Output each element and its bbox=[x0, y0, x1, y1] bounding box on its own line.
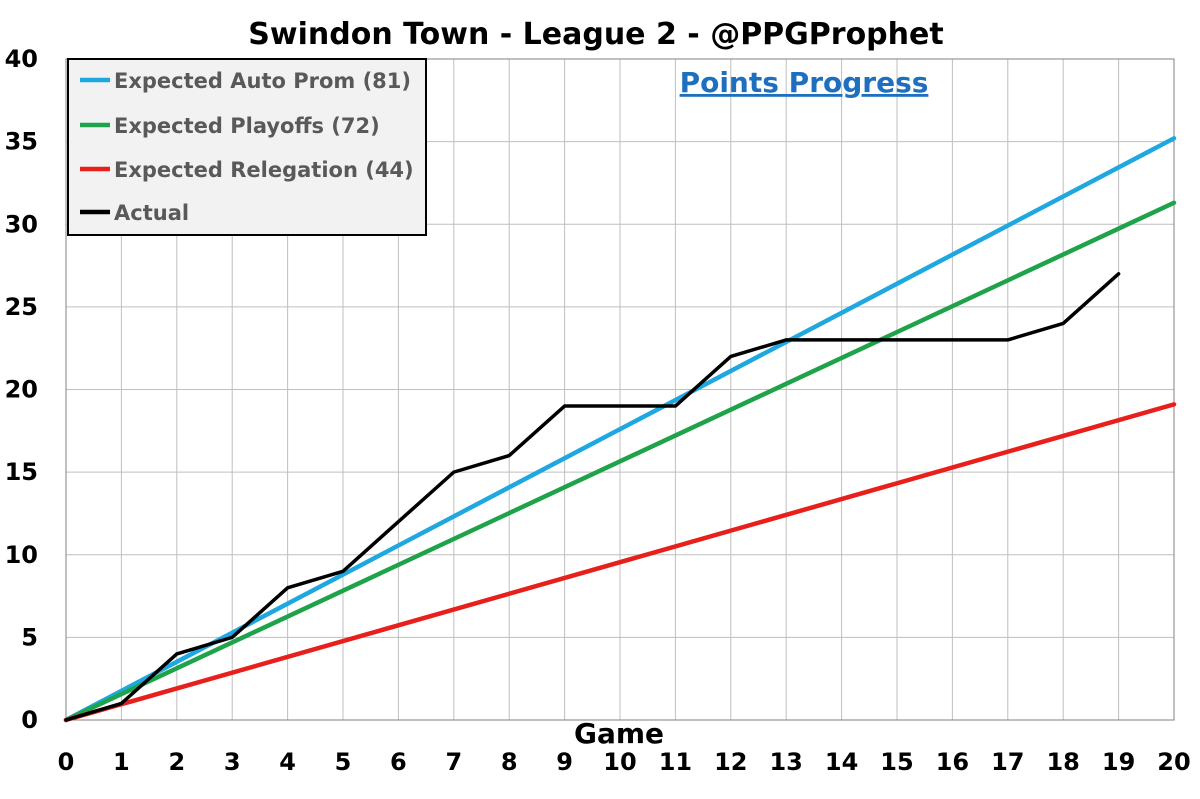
series-line-expected-relegation bbox=[63, 402, 1177, 723]
x-tick-label: 20 bbox=[1157, 748, 1190, 776]
x-tick-label: 14 bbox=[825, 748, 858, 776]
plot-area bbox=[65, 58, 1175, 721]
y-tick-label: 30 bbox=[5, 210, 38, 238]
x-tick-label: 8 bbox=[501, 748, 518, 776]
x-tick-label: 13 bbox=[769, 748, 802, 776]
legend-box bbox=[67, 58, 427, 236]
y-tick-label: 10 bbox=[5, 541, 38, 569]
x-tick-label: 6 bbox=[390, 748, 407, 776]
legend-label-expected-playoffs: Expected Playoffs (72) bbox=[114, 114, 380, 138]
y-tick-label: 5 bbox=[21, 623, 38, 651]
chart-subtitle: Points Progress bbox=[680, 66, 929, 99]
series-line-actual bbox=[64, 272, 1121, 722]
y-tick-label: 40 bbox=[5, 45, 38, 73]
x-tick-label: 18 bbox=[1046, 748, 1079, 776]
x-tick-label: 5 bbox=[335, 748, 352, 776]
x-tick-label: 16 bbox=[936, 748, 969, 776]
x-tick-label: 17 bbox=[991, 748, 1024, 776]
x-tick-label: 19 bbox=[1102, 748, 1135, 776]
x-tick-label: 15 bbox=[880, 748, 913, 776]
x-tick-label: 2 bbox=[168, 748, 185, 776]
x-tick-label: 1 bbox=[113, 748, 130, 776]
x-tick-label: 0 bbox=[58, 748, 75, 776]
series-lines bbox=[63, 136, 1177, 723]
y-tick-label: 0 bbox=[21, 706, 38, 734]
y-tick-label: 15 bbox=[5, 458, 38, 486]
y-tick-label: 25 bbox=[5, 293, 38, 321]
x-tick-label: 9 bbox=[556, 748, 573, 776]
legend-label-expected-auto-prom: Expected Auto Prom (81) bbox=[114, 69, 411, 93]
x-tick-label: 10 bbox=[603, 748, 636, 776]
legend: Expected Auto Prom (81) Expected Playoffs… bbox=[67, 58, 427, 236]
y-tick-label: 35 bbox=[5, 128, 38, 156]
x-tick-label: 12 bbox=[714, 748, 747, 776]
x-axis-title: Game bbox=[574, 717, 664, 750]
chart-title: Swindon Town - League 2 - @PPGProphet bbox=[248, 17, 943, 52]
series-line-expected-playoffs bbox=[63, 200, 1177, 723]
x-tick-label: 3 bbox=[224, 748, 241, 776]
y-axis-ticks: 0 5 10 15 20 25 30 35 40 bbox=[5, 45, 38, 734]
legend-label-actual: Actual bbox=[114, 201, 189, 225]
x-tick-label: 4 bbox=[279, 748, 296, 776]
legend-label-expected-relegation: Expected Relegation (44) bbox=[114, 158, 414, 182]
x-axis-ticks: 0 1 2 3 4 5 6 7 8 9 10 11 12 13 14 15 16 17 18 19 20 bbox=[58, 748, 1191, 776]
y-tick-label: 20 bbox=[5, 376, 38, 404]
x-tick-label: 11 bbox=[659, 748, 692, 776]
x-tick-label: 7 bbox=[445, 748, 462, 776]
